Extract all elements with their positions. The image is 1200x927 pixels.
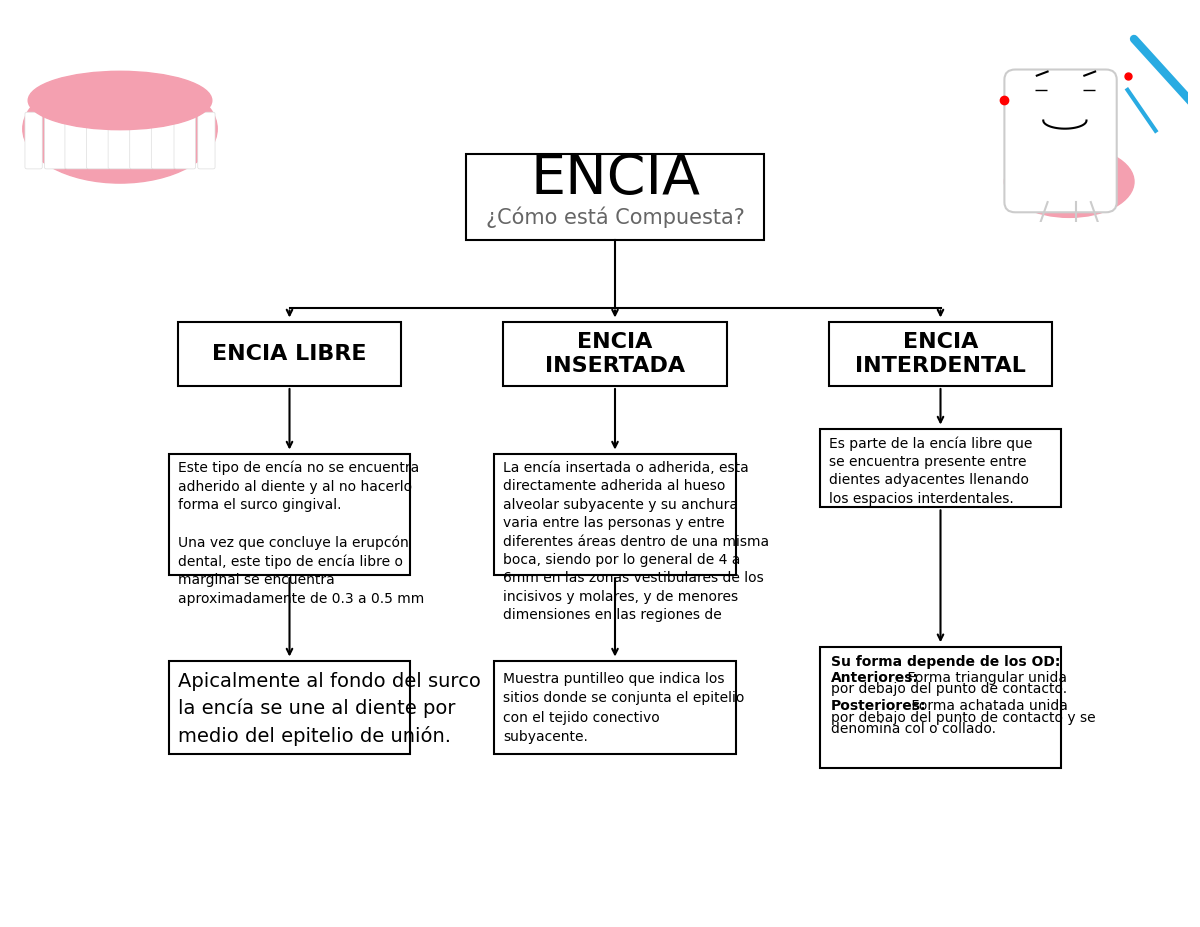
FancyBboxPatch shape — [178, 322, 401, 386]
Text: Es parte de la encía libre que
se encuentra presente entre
dientes adyacentes ll: Es parte de la encía libre que se encuen… — [829, 436, 1032, 506]
FancyBboxPatch shape — [494, 454, 736, 575]
FancyBboxPatch shape — [168, 661, 410, 754]
Text: Forma achatada unida: Forma achatada unida — [907, 699, 1068, 714]
FancyBboxPatch shape — [174, 112, 196, 169]
FancyBboxPatch shape — [466, 154, 763, 240]
Text: ENCIA
INTERDENTAL: ENCIA INTERDENTAL — [856, 332, 1026, 375]
FancyBboxPatch shape — [44, 112, 66, 169]
FancyBboxPatch shape — [65, 112, 89, 169]
Text: por debajo del punto de contacto y se: por debajo del punto de contacto y se — [830, 711, 1096, 725]
Text: Su forma depende de los OD:: Su forma depende de los OD: — [830, 655, 1060, 669]
Text: denomina col o collado.: denomina col o collado. — [830, 722, 996, 736]
Ellipse shape — [1004, 146, 1134, 218]
FancyBboxPatch shape — [108, 112, 132, 169]
FancyBboxPatch shape — [504, 322, 727, 386]
FancyBboxPatch shape — [820, 429, 1062, 507]
FancyBboxPatch shape — [820, 647, 1062, 768]
Text: ENCIA
INSERTADA: ENCIA INSERTADA — [545, 332, 685, 375]
Text: Anteriores:: Anteriores: — [830, 671, 919, 685]
FancyBboxPatch shape — [494, 661, 736, 754]
Ellipse shape — [29, 71, 212, 130]
Text: por debajo del punto de contacto.: por debajo del punto de contacto. — [830, 682, 1067, 696]
FancyBboxPatch shape — [198, 112, 215, 169]
Text: Apicalmente al fondo del surco
la encía se une al diente por
medio del epitelio : Apicalmente al fondo del surco la encía … — [178, 671, 481, 746]
Text: Posteriores:: Posteriores: — [830, 699, 926, 714]
FancyBboxPatch shape — [86, 112, 110, 169]
FancyBboxPatch shape — [1004, 70, 1117, 212]
Text: Forma triangular unida: Forma triangular unida — [904, 671, 1067, 685]
Text: ENCIA: ENCIA — [530, 152, 700, 206]
FancyBboxPatch shape — [829, 322, 1052, 386]
Ellipse shape — [23, 75, 217, 183]
Text: Muestra puntilleo que indica los
sitios donde se conjunta el epitelio
con el tej: Muestra puntilleo que indica los sitios … — [504, 671, 745, 744]
Text: ENCIA LIBRE: ENCIA LIBRE — [212, 344, 367, 364]
Text: ¿Cómo está Compuesta?: ¿Cómo está Compuesta? — [486, 206, 744, 228]
Text: La encía insertada o adherida, esta
directamente adherida al hueso
alveolar suby: La encía insertada o adherida, esta dire… — [504, 461, 769, 622]
FancyBboxPatch shape — [151, 112, 175, 169]
FancyBboxPatch shape — [130, 112, 154, 169]
FancyBboxPatch shape — [168, 454, 410, 575]
FancyBboxPatch shape — [25, 112, 42, 169]
Text: Este tipo de encía no se encuentra
adherido al diente y al no hacerlo
forma el s: Este tipo de encía no se encuentra adher… — [178, 461, 424, 605]
